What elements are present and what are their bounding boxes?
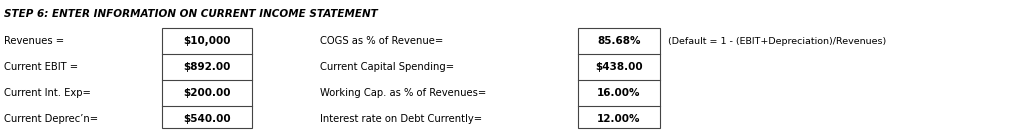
Text: 85.68%: 85.68% [597,36,641,46]
Text: STEP 6: ENTER INFORMATION ON CURRENT INCOME STATEMENT: STEP 6: ENTER INFORMATION ON CURRENT INC… [4,9,378,19]
Text: Revenues =: Revenues = [4,36,65,46]
Text: (Default = 1 - (EBIT+Depreciation)/Revenues): (Default = 1 - (EBIT+Depreciation)/Reven… [668,36,886,46]
Text: $540.00: $540.00 [183,114,230,124]
Text: 12.00%: 12.00% [597,114,641,124]
Text: Working Cap. as % of Revenues=: Working Cap. as % of Revenues= [319,88,486,98]
Text: Current Int. Exp=: Current Int. Exp= [4,88,91,98]
Text: $438.00: $438.00 [595,62,643,72]
Text: $892.00: $892.00 [183,62,230,72]
Text: Current Capital Spending=: Current Capital Spending= [319,62,454,72]
Text: $10,000: $10,000 [183,36,230,46]
Bar [162,28,252,128]
Text: Current EBIT =: Current EBIT = [4,62,78,72]
Text: $200.00: $200.00 [183,88,230,98]
Text: 16.00%: 16.00% [597,88,641,98]
Text: COGS as % of Revenue=: COGS as % of Revenue= [319,36,443,46]
Bar [578,28,660,128]
Text: Interest rate on Debt Currently=: Interest rate on Debt Currently= [319,114,482,124]
Text: Current Deprec’n=: Current Deprec’n= [4,114,98,124]
